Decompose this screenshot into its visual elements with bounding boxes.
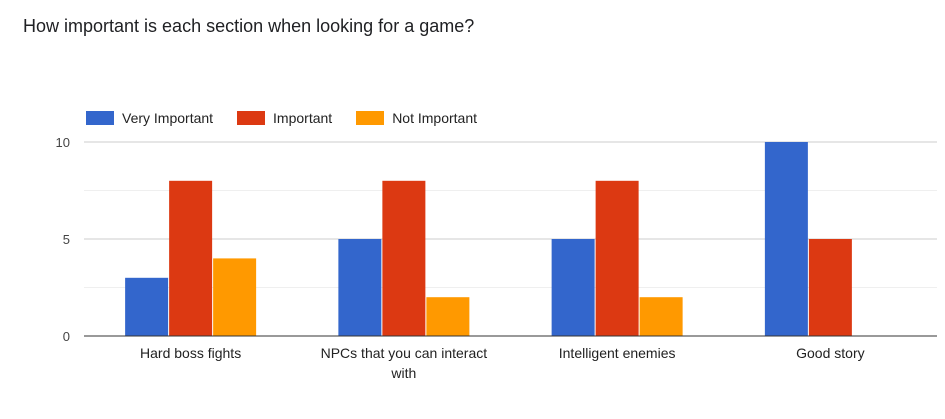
x-tick-label: with	[390, 365, 416, 381]
bar-important[interactable]	[808, 239, 852, 336]
legend-item-very-important[interactable]: Very Important	[86, 110, 213, 126]
bar-important[interactable]	[382, 180, 426, 336]
legend-swatch-very-important	[86, 111, 114, 125]
bar-not-important[interactable]	[213, 258, 257, 336]
x-tick-label: NPCs that you can interact	[321, 345, 488, 361]
x-tick-label: Hard boss fights	[140, 345, 241, 361]
bar-important[interactable]	[595, 180, 639, 336]
legend-label-not-important: Not Important	[392, 110, 478, 126]
legend-swatch-important	[237, 111, 266, 125]
bar-very-important[interactable]	[551, 239, 595, 336]
legend-label-very-important: Very Important	[122, 110, 214, 126]
legend-label-important: Important	[273, 110, 333, 126]
legend-swatch-not-important	[356, 111, 385, 125]
legend-item-important[interactable]: Important	[237, 110, 332, 126]
bar-not-important[interactable]	[426, 297, 470, 336]
bar-very-important[interactable]	[125, 277, 169, 336]
y-tick-label: 5	[63, 232, 70, 247]
chart-title: How important is each section when looki…	[23, 16, 475, 36]
y-tick-label: 0	[63, 329, 70, 344]
x-tick-label: Good story	[796, 345, 864, 361]
bar-very-important[interactable]	[764, 142, 808, 336]
bar-important[interactable]	[169, 180, 213, 336]
x-tick-label: Intelligent enemies	[559, 345, 676, 361]
legend-item-not-important[interactable]: Not Important	[356, 110, 477, 126]
bar-very-important[interactable]	[338, 239, 382, 336]
bar-not-important[interactable]	[639, 297, 683, 336]
legend: Very Important Important Not Important	[86, 110, 501, 126]
y-tick-label: 10	[56, 135, 70, 150]
